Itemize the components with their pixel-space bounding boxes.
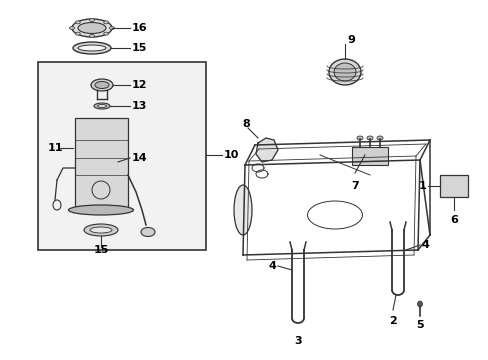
Text: 13: 13 xyxy=(132,101,147,111)
Text: 12: 12 xyxy=(132,80,147,90)
Ellipse shape xyxy=(73,42,111,54)
Bar xyxy=(75,118,128,210)
Ellipse shape xyxy=(68,205,133,215)
Ellipse shape xyxy=(94,103,110,109)
Text: 16: 16 xyxy=(132,23,147,33)
Ellipse shape xyxy=(234,185,251,235)
Ellipse shape xyxy=(328,59,360,85)
Ellipse shape xyxy=(89,35,94,37)
Text: 5: 5 xyxy=(415,320,423,330)
Text: 4: 4 xyxy=(267,261,275,271)
Text: 14: 14 xyxy=(132,153,147,163)
Text: 4: 4 xyxy=(421,240,429,250)
Ellipse shape xyxy=(366,136,372,140)
Ellipse shape xyxy=(90,227,112,233)
Text: 15: 15 xyxy=(132,43,147,53)
Ellipse shape xyxy=(78,22,106,33)
Ellipse shape xyxy=(75,32,80,35)
Ellipse shape xyxy=(417,301,422,307)
Ellipse shape xyxy=(95,81,109,89)
Text: 6: 6 xyxy=(449,215,457,225)
Text: 1: 1 xyxy=(417,181,425,191)
Ellipse shape xyxy=(89,18,94,22)
Text: 7: 7 xyxy=(350,181,358,191)
Bar xyxy=(439,175,467,197)
Ellipse shape xyxy=(78,45,106,51)
Ellipse shape xyxy=(97,104,106,108)
Ellipse shape xyxy=(84,224,118,236)
Ellipse shape xyxy=(103,32,108,35)
Ellipse shape xyxy=(75,21,80,24)
Text: 15: 15 xyxy=(93,245,108,255)
Ellipse shape xyxy=(376,136,382,140)
Ellipse shape xyxy=(356,136,362,140)
Ellipse shape xyxy=(91,79,113,91)
Bar xyxy=(351,147,387,165)
Text: 10: 10 xyxy=(224,150,239,160)
Ellipse shape xyxy=(141,228,155,237)
Ellipse shape xyxy=(69,27,74,30)
Text: 2: 2 xyxy=(388,316,396,326)
Ellipse shape xyxy=(333,63,355,81)
Text: 3: 3 xyxy=(294,336,301,346)
Text: 8: 8 xyxy=(242,119,249,129)
Text: 9: 9 xyxy=(346,35,354,45)
Ellipse shape xyxy=(72,19,112,37)
Ellipse shape xyxy=(109,27,114,30)
Polygon shape xyxy=(256,138,278,162)
Ellipse shape xyxy=(103,21,108,24)
Bar xyxy=(38,62,205,250)
Text: 11: 11 xyxy=(48,143,63,153)
